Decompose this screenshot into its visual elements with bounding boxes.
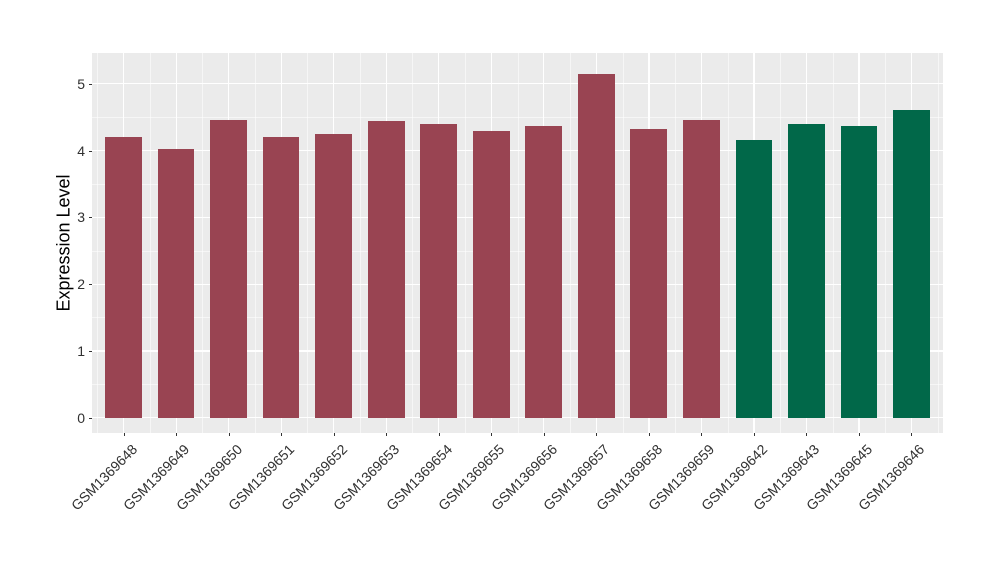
bar-GSM1369655 xyxy=(472,131,510,418)
gridline-vertical-minor xyxy=(307,53,309,433)
bar-GSM1369656 xyxy=(525,125,563,418)
gridline-vertical-minor xyxy=(622,53,624,433)
x-axis-tick xyxy=(911,433,913,436)
bar-GSM1369659 xyxy=(682,119,720,418)
gridline-vertical-minor xyxy=(937,53,939,433)
bar-GSM1369658 xyxy=(630,129,668,418)
gridline-vertical-minor xyxy=(412,53,414,433)
gridline-vertical-minor xyxy=(780,53,782,433)
y-axis-tick-label: 4 xyxy=(77,142,85,159)
y-axis-tick xyxy=(89,350,92,352)
y-axis-tick xyxy=(89,284,92,286)
x-axis-tick xyxy=(281,433,283,436)
x-axis-tick xyxy=(228,433,230,436)
gridline-vertical-minor xyxy=(97,53,99,433)
x-axis-tick xyxy=(648,433,650,436)
x-axis-tick xyxy=(543,433,545,436)
bar-GSM1369657 xyxy=(577,73,615,418)
y-axis-tick-label: 5 xyxy=(77,75,85,92)
x-axis-tick xyxy=(701,433,703,436)
bar-GSM1369652 xyxy=(315,134,353,418)
y-axis-tick-label: 0 xyxy=(77,409,85,426)
y-axis-tick-label: 2 xyxy=(77,276,85,293)
x-axis-tick xyxy=(596,433,598,436)
gridline-vertical-minor xyxy=(832,53,834,433)
y-axis-tick xyxy=(89,83,92,85)
x-axis-tick xyxy=(806,433,808,436)
x-axis-tick xyxy=(176,433,178,436)
x-axis-tick xyxy=(753,433,755,436)
x-axis-tick xyxy=(858,433,860,436)
x-axis-tick xyxy=(491,433,493,436)
y-axis-tick xyxy=(89,150,92,152)
gridline-vertical-minor xyxy=(517,53,519,433)
bar-GSM1369643 xyxy=(788,124,825,418)
bar-GSM1369642 xyxy=(735,139,773,418)
gridline-vertical-minor xyxy=(202,53,204,433)
bar-GSM1369650 xyxy=(210,119,247,418)
x-axis-tick xyxy=(438,433,440,436)
bar-GSM1369651 xyxy=(262,137,300,418)
gridline-vertical-minor xyxy=(359,53,361,433)
gridline-vertical-minor xyxy=(570,53,572,433)
bar-GSM1369654 xyxy=(420,123,458,418)
x-axis-tick xyxy=(386,433,388,436)
y-axis-tick-label: 3 xyxy=(77,209,85,226)
y-axis-title: Expression Level xyxy=(53,174,74,312)
y-axis-tick xyxy=(89,417,92,419)
gridline-vertical-minor xyxy=(149,53,151,433)
gridline-vertical-minor xyxy=(254,53,256,433)
gridline-vertical-minor xyxy=(727,53,729,433)
y-axis-tick xyxy=(89,217,92,219)
x-axis-tick xyxy=(333,433,335,436)
x-axis-tick xyxy=(123,433,125,436)
gridline-vertical-minor xyxy=(885,53,887,433)
bar-GSM1369645 xyxy=(840,125,878,418)
bar-GSM1369648 xyxy=(105,137,142,418)
bar-GSM1369646 xyxy=(893,110,930,418)
gridline-vertical-minor xyxy=(675,53,677,433)
gridline-vertical-minor xyxy=(464,53,466,433)
y-axis-tick-label: 1 xyxy=(77,342,85,359)
bar-GSM1369653 xyxy=(367,121,405,418)
bar-GSM1369649 xyxy=(157,149,195,418)
